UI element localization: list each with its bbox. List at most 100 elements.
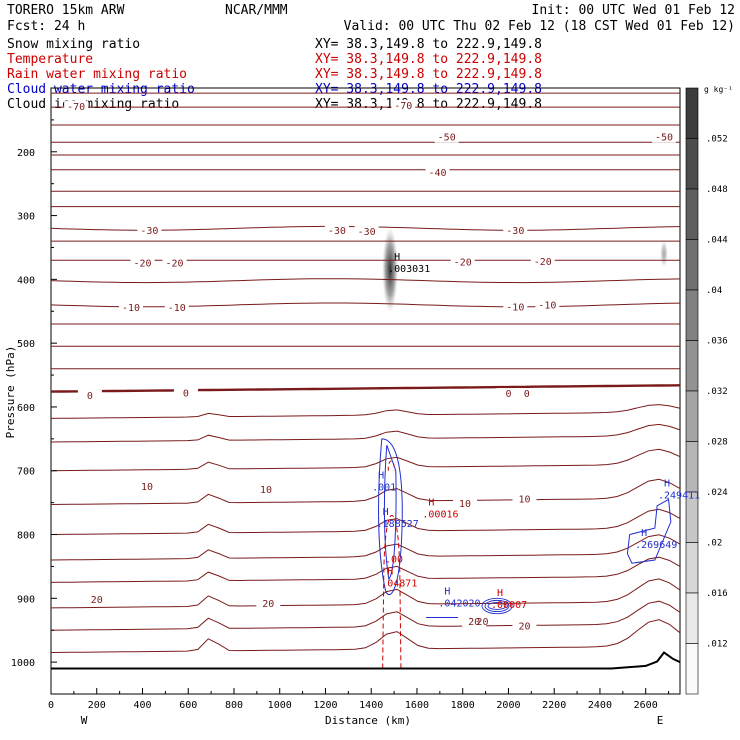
temperature-label-bg xyxy=(135,481,160,493)
temperature-label: -10 xyxy=(538,300,556,311)
temperature-label: 20 xyxy=(262,599,274,610)
temperature-label-bg xyxy=(651,131,676,143)
colorbar-tick-label: .02 xyxy=(706,539,722,549)
temperature-label: 0 xyxy=(87,391,93,402)
x-tick-label: 2400 xyxy=(588,700,612,711)
temperature-label-bg xyxy=(119,301,144,313)
y-tick-label: 500 xyxy=(17,339,35,350)
y-tick-label: 200 xyxy=(17,148,35,159)
colorbar-segment xyxy=(685,390,699,442)
maximum-h-marker: H xyxy=(378,471,384,482)
annotation-label: .00 xyxy=(385,555,403,566)
temperature-label-bg xyxy=(425,166,450,178)
field-cross-section-coords: XY= 38.3,149.8 to 222.9,149.8 xyxy=(315,82,542,97)
cloud-water-contour xyxy=(626,498,672,564)
temperature-label: -20 xyxy=(165,258,183,269)
west-label: W xyxy=(81,714,88,727)
maximum-value-label: .00007 xyxy=(491,600,527,611)
field-cross-section-coords: XY= 38.3,149.8 to 222.9,149.8 xyxy=(315,67,542,82)
isotherm-line xyxy=(50,478,681,505)
colorbar-tick-label: .052 xyxy=(706,135,728,145)
annotation-label: 20 xyxy=(476,617,488,628)
maximum-h-marker: H xyxy=(641,528,647,539)
isotherm-line xyxy=(50,302,681,308)
field-name: Cloud ice mixing ratio xyxy=(7,97,179,112)
colorbar-segment xyxy=(685,239,699,291)
maximum-value-label: .00016 xyxy=(422,509,458,520)
x-tick-label: 2000 xyxy=(496,700,520,711)
maximum-value-label: .249411 xyxy=(658,490,700,501)
colorbar-segment xyxy=(685,138,699,190)
x-tick-label: 600 xyxy=(179,700,197,711)
rain-contours xyxy=(382,460,402,669)
temperature-label-bg xyxy=(137,224,162,236)
maximum-value-label: .042020 xyxy=(438,599,480,610)
temperature-label-bg xyxy=(452,497,477,509)
temperature-label: -30 xyxy=(506,226,524,237)
header-model-title: TORERO 15km ARW xyxy=(7,3,125,18)
x-tick-label: 0 xyxy=(48,700,54,711)
colorbar-tick-label: .04 xyxy=(706,286,722,296)
temperature-label: 0 xyxy=(505,389,511,400)
colorbar-segment xyxy=(685,643,699,695)
temperature-label: 20 xyxy=(518,621,530,632)
field-name: Snow mixing ratio xyxy=(7,37,140,52)
maxima-labels: H.003031H.00016H.04871H.188527H.001H.042… xyxy=(372,252,700,628)
isotherm-line xyxy=(50,619,681,653)
temperature-label: 10 xyxy=(141,482,153,493)
isotherm-lines xyxy=(50,92,681,653)
temperature-label-bg xyxy=(173,387,198,399)
temperature-label-bg xyxy=(496,388,521,400)
header-forecast-hour: Fcst: 24 h xyxy=(7,19,85,34)
temperature-label: -10 xyxy=(122,303,140,314)
maximum-value-label: .003031 xyxy=(388,264,430,275)
field-cross-section-coords: XY= 38.3,149.8 to 222.9,149.8 xyxy=(315,52,542,67)
temperature-label: 10 xyxy=(518,494,530,505)
temperature-label-bg xyxy=(254,483,279,495)
rain-contour xyxy=(387,460,395,471)
temperature-label-bg xyxy=(164,301,189,313)
field-cross-section-coords: XY= 38.3,149.8 to 222.9,149.8 xyxy=(315,97,542,112)
field-name: Cloud water mixing ratio xyxy=(7,82,195,97)
temperature-label: -70 xyxy=(394,101,412,112)
temperature-label: -10 xyxy=(506,302,524,313)
temperature-label: -50 xyxy=(438,133,456,144)
y-tick-label: 1000 xyxy=(11,658,35,669)
temperature-label: 20 xyxy=(468,617,480,628)
maximum-h-marker: H xyxy=(497,588,503,599)
temperature-label-bg xyxy=(503,224,528,236)
colorbar-segment xyxy=(685,441,699,493)
x-tick-label: 1000 xyxy=(268,700,292,711)
isotherm-line xyxy=(50,508,681,535)
x-tick-label: 1400 xyxy=(359,700,383,711)
isotherm-line xyxy=(50,404,681,419)
y-axis-title: Pressure (hPa) xyxy=(4,346,17,439)
isotherm-line xyxy=(50,578,681,609)
x-tick-label: 1600 xyxy=(405,700,429,711)
temperature-label-bg xyxy=(84,594,109,606)
isotherm-line xyxy=(50,600,681,631)
cloud-water-ring xyxy=(481,597,513,615)
cloud-water-ring xyxy=(484,599,510,613)
field-cross-section-coords: XY= 38.3,149.8 to 222.9,149.8 xyxy=(315,37,542,52)
maximum-h-marker: H xyxy=(387,566,393,577)
maximum-value-label: .269649 xyxy=(635,540,677,551)
temperature-label: 10 xyxy=(260,485,272,496)
x-tick-label: 400 xyxy=(133,700,151,711)
temperature-label-bg xyxy=(130,257,155,269)
snow-max-shading xyxy=(382,226,399,313)
colorbar-tick-label: .012 xyxy=(706,640,728,650)
y-tick-label: 400 xyxy=(17,275,35,286)
temperature-label: -20 xyxy=(133,258,151,269)
colorbar-tick-label: .036 xyxy=(706,337,728,347)
colorbar-segment xyxy=(685,188,699,240)
temperature-label-bg xyxy=(434,131,459,143)
colorbar-tick-label: .028 xyxy=(706,438,728,448)
y-tick-label: 800 xyxy=(17,531,35,542)
temperature-label-bg xyxy=(64,101,89,113)
isotherm-line xyxy=(50,278,681,284)
temperature-label: -30 xyxy=(358,227,376,238)
temperature-label: -20 xyxy=(534,257,552,268)
y-tick-label: 300 xyxy=(17,212,35,223)
